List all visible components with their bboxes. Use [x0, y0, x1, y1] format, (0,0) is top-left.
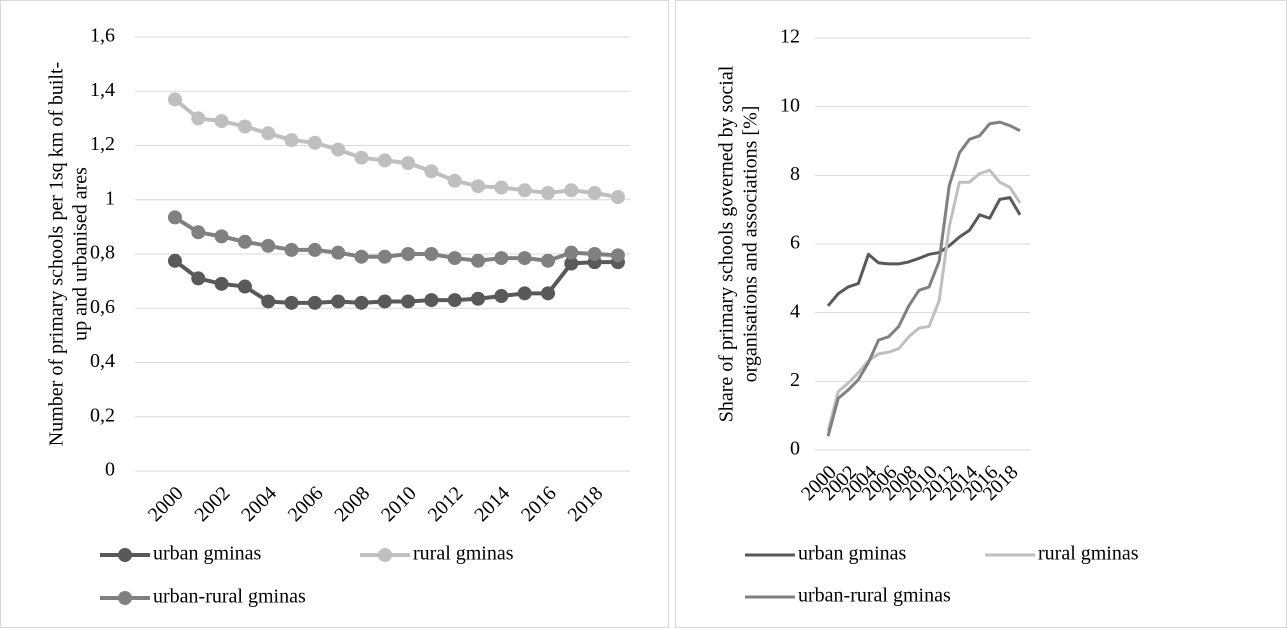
point-marker: [167, 92, 182, 107]
legend-label: urban-rural gminas: [798, 585, 951, 607]
point-marker: [494, 251, 509, 266]
point-marker: [167, 253, 182, 268]
point-marker: [540, 286, 555, 301]
point-marker: [447, 293, 462, 308]
legend-marker: [118, 548, 132, 562]
series-line: [826, 120, 1021, 437]
y-tick-label: 0: [790, 438, 800, 460]
point-marker: [377, 294, 392, 309]
legend-label: rural gminas: [1038, 543, 1139, 565]
point-marker: [284, 242, 299, 257]
point-marker: [494, 289, 509, 304]
point-marker: [564, 245, 579, 260]
point-marker: [191, 225, 206, 240]
point-marker: [471, 253, 486, 268]
point-marker: [261, 238, 276, 253]
point-marker: [377, 249, 392, 264]
point-marker: [517, 251, 532, 266]
point-marker: [447, 173, 462, 188]
point-marker: [237, 119, 252, 134]
point-marker: [377, 153, 392, 168]
y-tick-label: 10: [780, 94, 800, 116]
point-marker: [237, 279, 252, 294]
point-marker: [331, 245, 346, 260]
y-tick-label: 2: [790, 369, 800, 391]
point-marker: [214, 276, 229, 291]
point-marker: [587, 247, 602, 261]
point-marker: [471, 291, 486, 306]
y-axis-title: up and urbanised ares: [70, 167, 92, 341]
point-marker: [331, 294, 346, 309]
left-panel: [0, 0, 669, 628]
point-marker: [424, 293, 439, 308]
legend-label: urban-rural gminas: [153, 586, 306, 608]
point-marker: [191, 271, 206, 286]
point-marker: [261, 126, 276, 141]
y-tick-label: 1,4: [90, 79, 115, 101]
point-marker: [494, 180, 509, 195]
point-marker: [564, 256, 579, 271]
series-line: [826, 196, 1022, 307]
y-tick-label: 1,6: [90, 25, 115, 47]
point-marker: [540, 185, 555, 200]
y-tick-label: 12: [780, 26, 800, 48]
y-tick-label: 0,6: [90, 296, 115, 318]
legend-marker: [378, 548, 392, 562]
point-marker: [424, 247, 439, 261]
y-tick-label: 1,2: [90, 133, 115, 155]
point-marker: [610, 248, 625, 263]
y-tick-label: 1: [105, 187, 115, 209]
y-tick-label: 0,4: [90, 350, 115, 372]
point-marker: [610, 190, 625, 205]
legend-marker: [118, 591, 132, 605]
y-tick-label: 0,2: [90, 404, 115, 426]
point-marker: [517, 286, 532, 301]
y-axis-title: Share of primary schools governed by soc…: [716, 65, 738, 422]
point-marker: [284, 295, 299, 310]
y-tick-label: 8: [790, 163, 800, 185]
legend-label: rural gminas: [413, 543, 514, 565]
point-marker: [307, 135, 322, 150]
legend-label: urban gminas: [798, 543, 907, 565]
point-marker: [401, 247, 416, 261]
point-marker: [307, 295, 322, 310]
point-marker: [401, 294, 416, 309]
point-marker: [401, 156, 416, 171]
point-marker: [517, 183, 532, 198]
y-tick-label: 0,8: [90, 242, 115, 264]
point-marker: [214, 114, 229, 129]
y-axis-title: organisations and associations [%]: [740, 106, 762, 383]
point-marker: [471, 179, 486, 194]
right-panel: [675, 0, 1287, 628]
point-marker: [331, 142, 346, 157]
series-line: [826, 168, 1022, 432]
point-marker: [167, 210, 182, 225]
point-marker: [447, 251, 462, 266]
point-marker: [564, 183, 579, 198]
legend-label: urban gminas: [153, 543, 262, 565]
point-marker: [191, 111, 206, 126]
point-marker: [354, 295, 369, 310]
point-marker: [237, 234, 252, 249]
y-tick-label: 6: [790, 232, 800, 254]
point-marker: [587, 185, 602, 200]
point-marker: [307, 242, 322, 257]
point-marker: [284, 133, 299, 148]
point-marker: [214, 229, 229, 244]
y-tick-label: 4: [790, 300, 800, 322]
point-marker: [424, 164, 439, 179]
y-axis-title: Number of primary schools per 1sq km of …: [46, 62, 68, 446]
y-tick-label: 0: [105, 459, 115, 481]
point-marker: [540, 253, 555, 268]
point-marker: [354, 249, 369, 264]
point-marker: [261, 294, 276, 309]
point-marker: [354, 150, 369, 165]
